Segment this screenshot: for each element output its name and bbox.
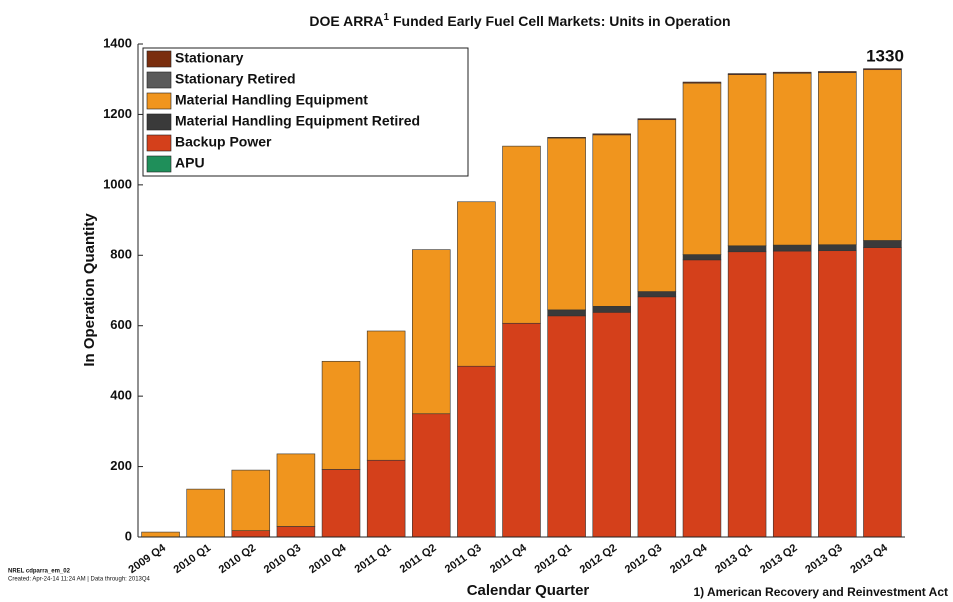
y-tick-label: 1200 (103, 106, 132, 121)
bar-segment (637, 118, 677, 121)
legend-swatch (146, 113, 172, 131)
x-tick-label: 2011 Q4 (488, 542, 530, 576)
bar-segment (592, 134, 631, 307)
x-tick-label: 2013 Q3 (803, 542, 844, 576)
bar-segment (547, 137, 586, 311)
bar-segment (727, 73, 767, 75)
bar-segment (682, 81, 722, 84)
bar-segment (682, 82, 722, 255)
bar-segment (772, 71, 812, 74)
x-tick-label: 2013 Q4 (848, 542, 890, 577)
y-tick-label: 400 (110, 388, 132, 403)
x-tick-label: 2009 Q4 (126, 542, 168, 577)
bar-segment (772, 250, 812, 538)
bar-segment (366, 459, 406, 538)
bar-segment (502, 322, 541, 538)
bar-segment (412, 413, 451, 538)
bar-segment (231, 469, 271, 531)
bar-segment (727, 74, 767, 247)
x-tick-label: 2011 Q1 (353, 542, 394, 576)
legend-swatch (146, 92, 172, 110)
bar-segment (637, 291, 677, 298)
bar-segment (637, 119, 677, 292)
annotation: 1330 (866, 46, 904, 65)
x-tick-label: 2012 Q1 (533, 542, 574, 576)
bar-segment (547, 137, 586, 139)
created-note: Created: Apr-24-14 11:24 AM | Data throu… (8, 577, 151, 583)
bar-segment (863, 240, 902, 248)
bar-segment (547, 309, 586, 317)
legend-label: Material Handling Equipment Retired (175, 113, 420, 129)
x-tick-label: 2011 Q3 (443, 542, 484, 576)
bar-segment (186, 488, 225, 538)
bar-segment (231, 530, 271, 538)
bar-segment (682, 254, 722, 261)
bar-segment (457, 365, 496, 538)
chart-title: DOE ARRA1 Funded Early Fuel Cell Markets… (309, 12, 730, 29)
bar-segment (457, 201, 496, 367)
y-tick-label: 1400 (103, 35, 132, 50)
x-tick-label: 2010 Q4 (307, 542, 349, 577)
x-tick-label: 2011 Q2 (398, 542, 439, 576)
bar-segment (863, 247, 902, 538)
bar-segment (141, 531, 180, 538)
y-axis-label: In Operation Quantity (81, 213, 98, 367)
y-tick-label: 800 (110, 247, 132, 262)
bar-segment (863, 68, 902, 71)
x-tick-label: 2012 Q4 (668, 542, 710, 577)
legend-swatch (146, 134, 172, 152)
x-tick-label: 2010 Q3 (262, 542, 303, 576)
bar-segment (818, 244, 857, 252)
bar-segment (772, 244, 812, 252)
legend-label: Stationary Retired (175, 71, 296, 87)
x-tick-label: 2010 Q1 (172, 542, 213, 576)
legend-swatch (146, 155, 172, 173)
bar-segment (727, 251, 767, 538)
bar-segment (818, 250, 857, 538)
bar-segment (592, 306, 631, 313)
bar-segment (321, 360, 361, 470)
legend-label: Stationary (175, 50, 244, 66)
x-axis-label: Calendar Quarter (467, 582, 590, 599)
bar-segment (321, 469, 361, 538)
bar-segment (863, 69, 902, 241)
bar-segment (366, 330, 406, 461)
source-note: NREL cdparra_em_02 (8, 569, 71, 575)
bar-segment (818, 72, 857, 246)
bar-segment (592, 312, 631, 538)
x-tick-label: 2012 Q3 (623, 542, 664, 576)
bar-segment (502, 145, 541, 324)
bar-segment (818, 71, 857, 73)
x-tick-label: 2010 Q2 (217, 542, 258, 576)
bar-segment (682, 259, 722, 538)
x-tick-label: 2013 Q1 (713, 542, 754, 576)
y-tick-label: 600 (110, 317, 132, 332)
y-tick-label: 200 (110, 458, 132, 473)
legend-label: Backup Power (175, 134, 272, 150)
legend-label: Material Handling Equipment (175, 92, 368, 108)
bar-segment (637, 296, 677, 538)
y-tick-label: 1000 (103, 176, 132, 191)
x-tick-label: 2012 Q2 (578, 542, 619, 576)
legend-swatch (146, 71, 172, 89)
bar-segment (276, 453, 316, 527)
footnote: 1) American Recovery and Reinvestment Ac… (693, 585, 948, 599)
legend-box (142, 47, 469, 177)
title-text: Funded Early Fuel Cell Markets: Units in… (389, 13, 731, 29)
bar-segment (547, 315, 586, 538)
y-tick-label: 0 (125, 528, 132, 543)
x-tick-label: 2013 Q2 (758, 542, 799, 576)
title-text: DOE ARRA (309, 13, 383, 29)
bar-segment (727, 245, 767, 253)
legend-label: APU (175, 155, 205, 171)
bar-segment (412, 249, 451, 415)
bar-segment (772, 72, 812, 246)
bar-segment (276, 526, 316, 538)
bar-segment (592, 133, 631, 136)
legend-swatch (146, 50, 172, 68)
title-superscript: 1 (384, 12, 390, 23)
